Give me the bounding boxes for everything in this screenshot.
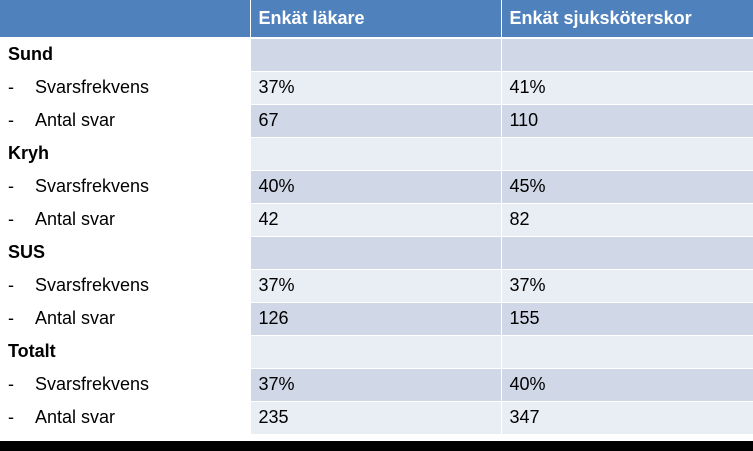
value-sjukskoterskor: 37% <box>501 269 753 303</box>
table-row: - Antal svar 126 155 <box>0 302 753 336</box>
value-sjukskoterskor: 41% <box>501 71 753 105</box>
row-label-text: Antal svar <box>35 110 116 130</box>
group-label: Totalt <box>0 335 251 369</box>
survey-table: Enkät läkare Enkät sjuksköterskor Sund -… <box>0 0 753 435</box>
value-lakare: 42 <box>250 203 502 237</box>
value-lakare: 235 <box>250 401 502 435</box>
row-label: - Svarsfrekvens <box>0 269 251 303</box>
empty-cell <box>250 335 502 369</box>
row-label-text: Svarsfrekvens <box>35 374 150 394</box>
value-sjukskoterskor: 40% <box>501 368 753 402</box>
dash-marker: - <box>8 77 14 97</box>
dash-marker: - <box>8 110 14 130</box>
row-label-text: Antal svar <box>35 209 116 229</box>
table-row: - Antal svar 67 110 <box>0 104 753 138</box>
row-label: - Svarsfrekvens <box>0 71 251 105</box>
row-label-text: Svarsfrekvens <box>35 77 150 97</box>
value-lakare: 37% <box>250 71 502 105</box>
value-sjukskoterskor: 155 <box>501 302 753 336</box>
table-row: - Svarsfrekvens 37% 40% <box>0 368 753 402</box>
empty-cell <box>250 38 502 72</box>
row-label-text: Svarsfrekvens <box>35 176 150 196</box>
dash-marker: - <box>8 374 14 394</box>
row-label: - Antal svar <box>0 203 251 237</box>
dash-marker: - <box>8 308 14 328</box>
empty-cell <box>250 137 502 171</box>
value-sjukskoterskor: 45% <box>501 170 753 204</box>
value-lakare: 37% <box>250 269 502 303</box>
table-row: - Svarsfrekvens 37% 41% <box>0 71 753 105</box>
row-label: - Antal svar <box>0 401 251 435</box>
row-label: - Svarsfrekvens <box>0 368 251 402</box>
header-empty-cell <box>0 0 251 39</box>
row-label-text: Svarsfrekvens <box>35 275 150 295</box>
row-label-text: Antal svar <box>35 407 116 427</box>
dash-marker: - <box>8 209 14 229</box>
empty-cell <box>250 236 502 270</box>
group-label: Kryh <box>0 137 251 171</box>
value-lakare: 37% <box>250 368 502 402</box>
table-row-group-totalt: Totalt <box>0 335 753 369</box>
table-row-group-sus: SUS <box>0 236 753 270</box>
table-row: - Antal svar 235 347 <box>0 401 753 435</box>
table-row: - Svarsfrekvens 40% 45% <box>0 170 753 204</box>
table-row-group-kryh: Kryh <box>0 137 753 171</box>
row-label: - Svarsfrekvens <box>0 170 251 204</box>
header-sjukskoterskor: Enkät sjuksköterskor <box>501 0 753 39</box>
dash-marker: - <box>8 176 14 196</box>
row-label-text: Antal svar <box>35 308 116 328</box>
row-label: - Antal svar <box>0 104 251 138</box>
value-lakare: 40% <box>250 170 502 204</box>
group-label: SUS <box>0 236 251 270</box>
value-sjukskoterskor: 110 <box>501 104 753 138</box>
group-label: Sund <box>0 38 251 72</box>
survey-table-container: Enkät läkare Enkät sjuksköterskor Sund -… <box>0 0 753 441</box>
value-lakare: 126 <box>250 302 502 336</box>
value-sjukskoterskor: 82 <box>501 203 753 237</box>
empty-cell <box>501 236 753 270</box>
empty-cell <box>501 38 753 72</box>
table-row: - Svarsfrekvens 37% 37% <box>0 269 753 303</box>
row-label: - Antal svar <box>0 302 251 336</box>
dash-marker: - <box>8 407 14 427</box>
table-row-group-sund: Sund <box>0 38 753 72</box>
value-lakare: 67 <box>250 104 502 138</box>
value-sjukskoterskor: 347 <box>501 401 753 435</box>
table-row: - Antal svar 42 82 <box>0 203 753 237</box>
table-header-row: Enkät läkare Enkät sjuksköterskor <box>0 0 753 39</box>
empty-cell <box>501 137 753 171</box>
empty-cell <box>501 335 753 369</box>
header-lakare: Enkät läkare <box>250 0 502 39</box>
dash-marker: - <box>8 275 14 295</box>
